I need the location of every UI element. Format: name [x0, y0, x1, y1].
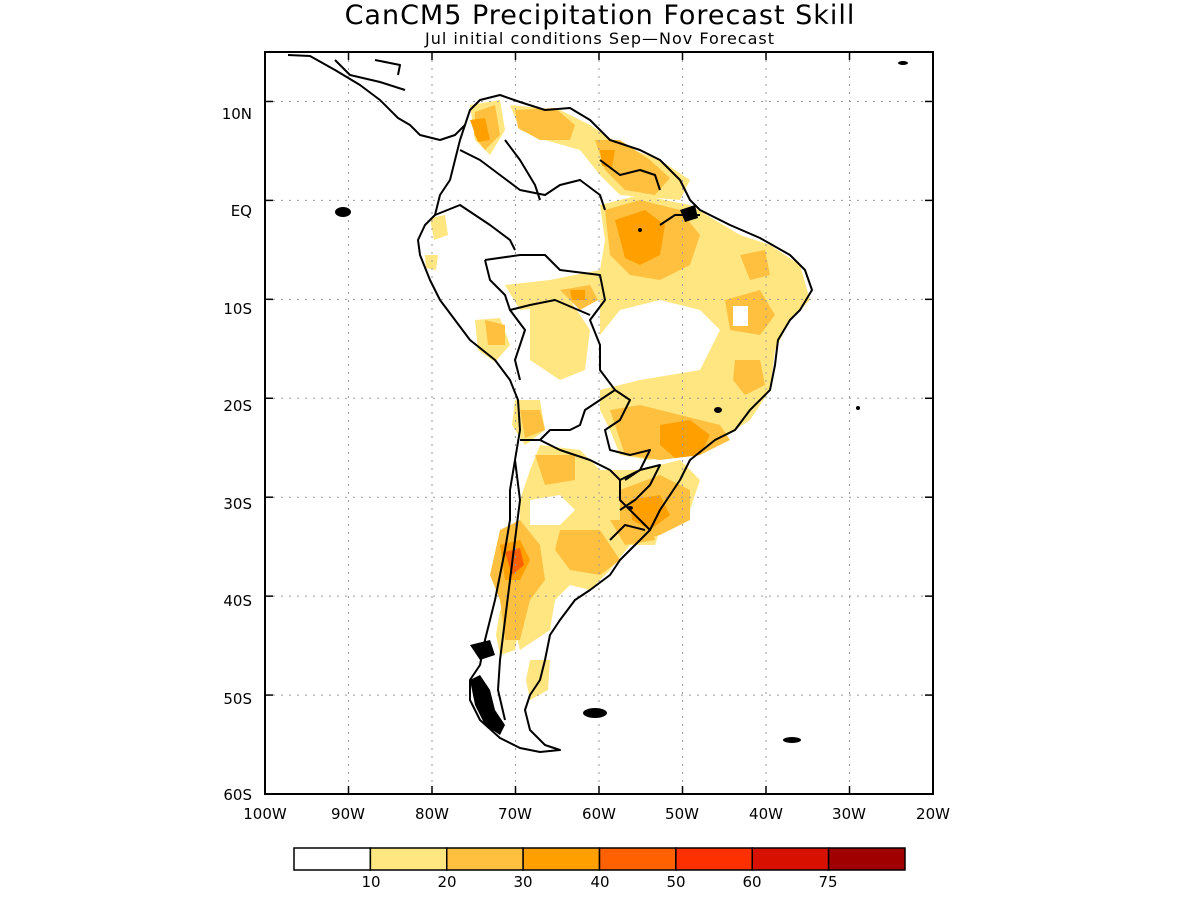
x-axis-labels: 100W 90W 80W 70W 60W 50W 40W 30W 20W: [243, 805, 950, 823]
colorbar-swatch: [827, 847, 906, 871]
colorbar-swatch: [293, 847, 372, 871]
colorbar-labels: 10 20 30 40 50 60 75: [361, 873, 837, 891]
y-tick-label: 50S: [223, 690, 252, 708]
colorbar-swatch: [751, 847, 830, 871]
x-tick-label: 90W: [331, 805, 365, 823]
colorbar-swatch: [369, 847, 448, 871]
y-tick-label: 10N: [222, 105, 252, 123]
colorbar-swatch: [446, 847, 524, 871]
x-tick-label: 20W: [916, 805, 950, 823]
chart-subtitle: Jul initial conditions Sep—Nov Forecast: [424, 29, 776, 48]
chart-title: CanCM5 Precipitation Forecast Skill: [344, 0, 856, 31]
skill-shading: [425, 100, 810, 700]
axis-ticks: [264, 52, 934, 795]
y-tick-label: 20S: [223, 397, 252, 415]
colorbar-swatch: [598, 847, 677, 871]
y-tick-label: 40S: [223, 592, 252, 610]
islands: [335, 61, 908, 743]
colorbar-label: 75: [818, 873, 837, 891]
x-tick-label: 30W: [832, 805, 866, 823]
colorbar: [293, 847, 906, 871]
x-tick-label: 70W: [498, 805, 532, 823]
y-tick-label: 30S: [223, 495, 252, 513]
x-tick-label: 100W: [243, 805, 287, 823]
y-axis-labels: 10N EQ 10S 20S 30S 40S 50S 60S: [222, 105, 252, 804]
colorbar-swatch: [675, 847, 753, 871]
y-tick-label: EQ: [231, 202, 252, 220]
colorbar-label: 60: [742, 873, 761, 891]
x-tick-label: 80W: [415, 805, 449, 823]
x-tick-label: 40W: [749, 805, 783, 823]
y-tick-label: 10S: [223, 300, 252, 318]
coastlines: [287, 54, 813, 753]
colorbar-swatch: [522, 847, 601, 871]
x-tick-label: 60W: [582, 805, 616, 823]
y-tick-label: 60S: [223, 786, 252, 804]
colorbar-label: 40: [590, 873, 609, 891]
colorbar-label: 30: [513, 873, 532, 891]
x-tick-label: 50W: [665, 805, 699, 823]
colorbar-label: 10: [361, 873, 380, 891]
colorbar-label: 50: [666, 873, 685, 891]
colorbar-label: 20: [437, 873, 456, 891]
